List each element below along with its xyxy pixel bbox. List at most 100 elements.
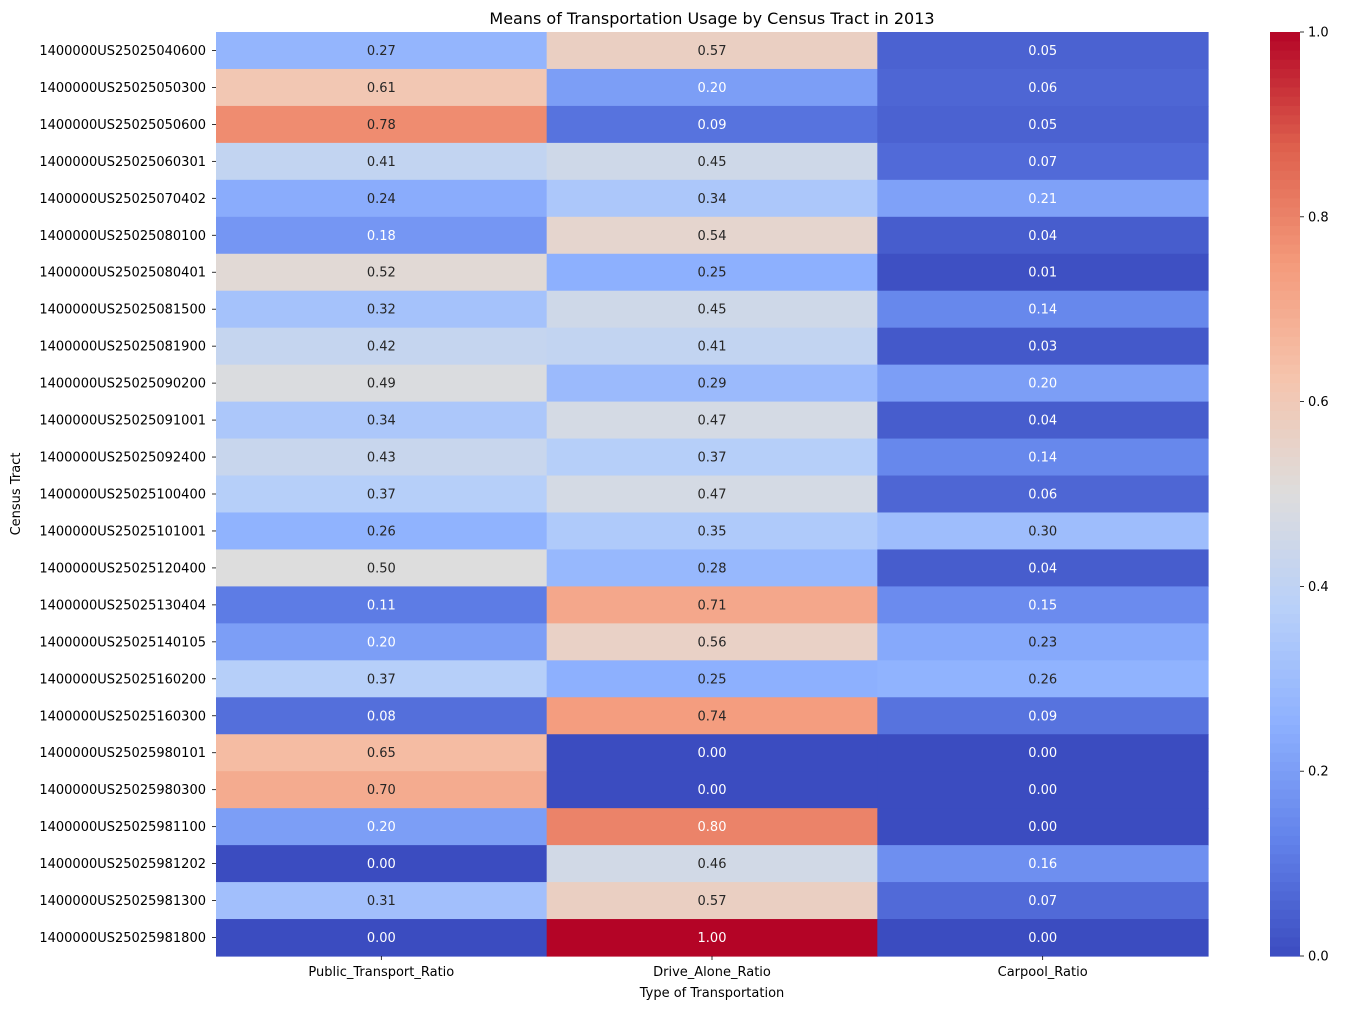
colorbar-segment <box>1270 604 1300 615</box>
cell-value-label: 0.35 <box>698 524 727 539</box>
cell-value-label: 0.47 <box>698 414 727 429</box>
cell-value-label: 0.20 <box>1028 377 1057 392</box>
colorbar-segment <box>1270 59 1300 70</box>
colorbar-tick-label: 0.0 <box>1308 950 1329 965</box>
row-tick-label: 1400000US25025160200 <box>39 672 206 687</box>
colorbar-segment <box>1270 263 1300 273</box>
row-tick-label: 1400000US25025980300 <box>39 783 206 798</box>
cell-value-label: 0.05 <box>1028 118 1057 133</box>
heatmap-cell <box>216 32 548 70</box>
colorbar-segment <box>1270 697 1300 708</box>
heatmap-cell <box>877 401 1209 440</box>
heatmap-cell <box>546 660 878 698</box>
colorbar-segment <box>1270 845 1300 855</box>
cell-value-label: 0.14 <box>1028 451 1057 466</box>
heatmap-cell <box>216 105 548 144</box>
heatmap-cell <box>546 327 878 366</box>
colorbar-segment <box>1270 32 1300 42</box>
colorbar-segment <box>1270 798 1300 809</box>
heatmap-cell <box>216 808 548 846</box>
colorbar-segment <box>1270 632 1300 643</box>
colorbar-segment <box>1270 216 1300 227</box>
heatmap-cell <box>546 179 878 218</box>
cell-value-label: 0.08 <box>367 709 396 724</box>
heatmap-cell <box>216 364 548 403</box>
heatmap-cell <box>546 364 878 403</box>
heatmap-cell <box>216 253 548 292</box>
colorbar-segment <box>1270 189 1300 199</box>
colorbar-segment <box>1270 734 1300 745</box>
colorbar-segment <box>1270 78 1300 89</box>
heatmap-cell <box>877 771 1209 809</box>
heatmap-cell <box>877 68 1209 107</box>
colorbar-segment <box>1270 567 1300 578</box>
row-tick-label: 1400000US25025140105 <box>39 635 206 650</box>
cell-value-label: 0.57 <box>698 44 727 59</box>
heatmap-cell <box>546 919 878 957</box>
column-tick-label: Drive_Alone_Ratio <box>653 965 771 980</box>
cell-value-label: 0.46 <box>698 857 727 872</box>
heatmap-cell <box>877 105 1209 144</box>
cell-value-label: 0.00 <box>698 746 727 761</box>
colorbar-segment <box>1270 309 1300 320</box>
heatmap-cell <box>546 549 878 587</box>
row-tick-label: 1400000US25025981300 <box>39 894 206 909</box>
cell-value-label: 0.09 <box>698 118 727 133</box>
colorbar-segment <box>1270 817 1300 828</box>
cell-value-label: 0.00 <box>1028 746 1057 761</box>
colorbar-segment <box>1270 780 1300 791</box>
heatmap-cell <box>216 142 548 181</box>
colorbar-segment <box>1270 761 1300 772</box>
heatmap-cell <box>216 697 548 735</box>
cell-value-label: 0.32 <box>367 303 396 318</box>
cell-value-label: 0.25 <box>698 266 727 281</box>
cell-value-label: 0.06 <box>1028 81 1057 96</box>
heatmap-cell <box>216 290 548 329</box>
row-tick-label: 1400000US25025080401 <box>39 266 206 281</box>
colorbar-segment <box>1270 928 1300 939</box>
heatmap-cell <box>546 401 878 440</box>
heatmap-cell <box>546 142 878 181</box>
colorbar-segment <box>1270 392 1300 403</box>
cell-value-label: 0.00 <box>1028 931 1057 946</box>
cell-value-label: 0.31 <box>367 894 396 909</box>
colorbar-segment <box>1270 299 1300 310</box>
heatmap-cell <box>216 401 548 440</box>
cell-value-label: 0.47 <box>698 488 727 503</box>
cell-value-label: 0.50 <box>367 561 396 576</box>
cell-value-label: 0.71 <box>698 598 727 613</box>
heatmap-cell <box>216 623 548 661</box>
row-tick-label: 1400000US25025040600 <box>39 44 206 59</box>
heatmap-cell <box>546 105 878 144</box>
colorbar-segment <box>1270 226 1300 236</box>
colorbar-segment <box>1270 133 1300 144</box>
cell-value-label: 0.61 <box>367 81 396 96</box>
colorbar-segment <box>1270 152 1300 162</box>
colorbar-segment <box>1270 447 1300 458</box>
cell-value-label: 0.04 <box>1028 414 1057 429</box>
row-tick-label: 1400000US25025092400 <box>39 451 206 466</box>
row-tick-label: 1400000US25025120400 <box>39 561 206 576</box>
colorbar-tick-label: 1.0 <box>1308 26 1329 41</box>
heatmap-cell <box>877 290 1209 329</box>
row-tick-label: 1400000US25025981100 <box>39 820 206 835</box>
y-axis-label: Census Tract <box>9 453 24 536</box>
cell-value-label: 0.00 <box>1028 783 1057 798</box>
heatmap-cell <box>216 549 548 587</box>
heatmap-cell <box>546 68 878 107</box>
cell-value-label: 0.23 <box>1028 635 1057 650</box>
colorbar-segment <box>1270 457 1300 467</box>
cell-value-label: 1.00 <box>698 931 727 946</box>
cell-value-label: 0.41 <box>698 340 727 355</box>
colorbar-segment <box>1270 364 1300 375</box>
colorbar-segment <box>1270 503 1300 514</box>
row-tick-label: 1400000US25025081900 <box>39 340 206 355</box>
colorbar-segment <box>1270 336 1300 347</box>
heatmap-cell <box>877 475 1209 514</box>
cell-value-label: 0.00 <box>367 857 396 872</box>
colorbar-segment <box>1270 512 1300 523</box>
colorbar-segment <box>1270 688 1300 698</box>
cell-value-label: 0.65 <box>367 746 396 761</box>
heatmap-cell <box>216 179 548 218</box>
